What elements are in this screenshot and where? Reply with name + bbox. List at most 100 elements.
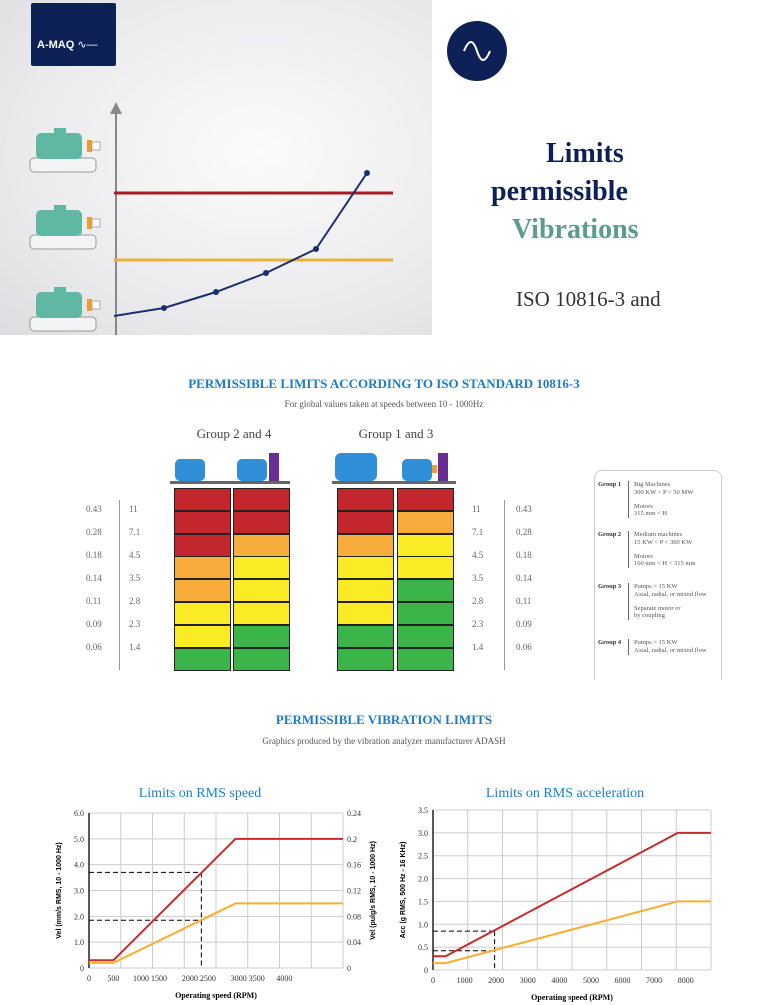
scale-ins-label: 0.11 — [86, 596, 102, 606]
y-tick-label: 4.0 — [74, 861, 84, 870]
vibration-trend-illustration — [29, 102, 393, 335]
scale-ins-label: 0.28 — [86, 527, 102, 537]
danger-limit-line — [89, 837, 343, 962]
scale-ins-label: 0.43 — [516, 504, 532, 514]
x-tick-label: 7000 — [646, 976, 662, 985]
motor-icon — [175, 459, 205, 481]
scale-mm-label: 7.1 — [472, 527, 484, 537]
pump-icon — [438, 453, 448, 481]
scale-mm-label: 11 — [129, 504, 138, 514]
legend-group-4: Group 4 Pumps > 15 KW Axial, radial, or mi… — [598, 639, 707, 655]
severity-cell — [337, 510, 394, 534]
y2-tick-label: 0.16 — [347, 861, 361, 870]
scale-mm-label: 2.3 — [129, 619, 141, 629]
severity-cell — [233, 488, 290, 511]
x-tick-label: 6000 — [615, 976, 631, 985]
alert-limit-line — [433, 900, 711, 965]
scale-ins-label: 0.14 — [516, 573, 532, 583]
y-tick-label: 0 — [80, 964, 84, 973]
legend-line: Pumps > 15 KW — [634, 639, 678, 646]
scale-mm-label: 11 — [472, 504, 481, 514]
y2-tick-label: 0.2 — [347, 835, 357, 844]
severity-cell — [397, 488, 454, 511]
legend-line: Axial, radial, or mixed flow — [634, 646, 707, 654]
severity-cell — [397, 533, 454, 557]
y-tick-label: 1.0 — [418, 920, 428, 929]
x-tick-label: 3000 3500 — [231, 974, 265, 983]
severity-cell — [233, 579, 290, 603]
x-tick-label: 5000 — [583, 976, 599, 985]
x-axis-label: Operating speed (RPM) — [531, 993, 613, 1002]
limits-section-subtitle: Graphics produced by the vibration analy… — [262, 736, 506, 746]
y-tick-label: 6.0 — [74, 809, 84, 818]
legend-group-2: Group 2 Medium machines 15 KW < P < 300 KW… — [598, 531, 696, 569]
scale-ins-label: 0.06 — [86, 642, 102, 652]
pump-icon — [269, 453, 279, 481]
severity-cell — [337, 579, 394, 603]
scale-ins-label: 0.28 — [516, 527, 532, 537]
legend-group-description: Pumps > 15 KW Axial, radial, or mixed flo… — [628, 583, 707, 621]
severity-cell — [174, 624, 231, 648]
trend-curve — [113, 172, 368, 317]
legend-line: Separate motor or — [634, 604, 681, 612]
accel-chart: 0 0.5 1.0 1.5 2.0 2.5 3.0 3.5 0 1000 2000 3000 4000 5… — [400, 806, 712, 1002]
scale-mm-label: 3.5 — [472, 573, 484, 583]
scale-divider — [119, 500, 120, 670]
y-tick-label: 3.0 — [418, 829, 428, 838]
legend-line: by coupling — [634, 612, 665, 620]
severity-cell — [233, 624, 290, 648]
x-tick-label: 1000 1500 — [133, 974, 167, 983]
scale-divider — [504, 500, 505, 670]
scale-mm-label: 1.4 — [129, 642, 141, 652]
title-line-2: permissible — [491, 176, 628, 207]
scale-ins-label: 0.06 — [516, 642, 532, 652]
motor-base — [29, 234, 97, 250]
danger-limit-line — [433, 831, 711, 958]
alert-limit-line — [89, 902, 343, 964]
machine-illustrations — [170, 453, 456, 484]
legend-group-1: Group 1 Big Machines 300 KW < P < 50 MW Mot… — [598, 481, 693, 519]
legend-line: Motors — [634, 502, 653, 510]
severity-cell — [174, 602, 231, 625]
severity-cell — [174, 556, 231, 580]
scale-ins-label: 0.14 — [86, 573, 102, 583]
motor-icon — [402, 459, 432, 481]
y2-tick-label: 0 — [347, 964, 351, 973]
severity-cell — [397, 579, 454, 603]
y2-tick-label: 0.24 — [347, 809, 361, 818]
severity-cell — [397, 624, 454, 648]
severity-cell — [337, 647, 394, 671]
severity-cell — [397, 602, 454, 625]
speed-chart-title: Limits on RMS speed — [138, 786, 262, 801]
legend-line: Pumps > 15 KW — [634, 583, 678, 590]
scale-ins-label: 0.18 — [516, 550, 532, 560]
legend-group-label: Group 3 — [598, 583, 622, 590]
motor-icon — [36, 210, 82, 236]
x-tick-label: 500 — [107, 974, 119, 983]
severity-cell — [174, 488, 231, 511]
scale-ins-label: 0.43 — [86, 504, 102, 514]
scale-ins-label: 0.11 — [516, 596, 532, 606]
y-tick-label: 3.5 — [418, 806, 428, 815]
severity-cell — [174, 510, 231, 534]
scale-mm-label: 3.5 — [129, 573, 141, 583]
sine-wave-icon — [447, 21, 507, 81]
legend-line: 315 mm < H — [634, 510, 668, 518]
x-axis-label: Operating speed (RPM) — [175, 991, 257, 1000]
y-tick-label: 1.5 — [418, 897, 428, 906]
severity-cell — [337, 533, 394, 557]
legend-line: Motors — [634, 552, 653, 560]
scale-ins-label: 0.09 — [86, 619, 102, 629]
motor-base — [29, 157, 97, 173]
legend-line: 15 KW < P < 300 KW — [634, 538, 693, 546]
legend-group-label: Group 4 — [598, 639, 622, 646]
scale-mm-label: 2.3 — [472, 619, 484, 629]
iso-section-title: PERMISSIBLE LIMITS ACCORDING TO ISO STAN… — [188, 376, 580, 391]
title-line-4: ISO 10816-3 and — [516, 287, 661, 311]
motor-icon — [36, 292, 82, 318]
y-tick-label: 5.0 — [74, 835, 84, 844]
legend-line: Axial, radial, or mixed flow — [634, 590, 707, 598]
scale-mm-label: 2.8 — [129, 596, 141, 606]
severity-cell — [397, 556, 454, 580]
group-2-4-label: Group 2 and 4 — [196, 426, 272, 441]
